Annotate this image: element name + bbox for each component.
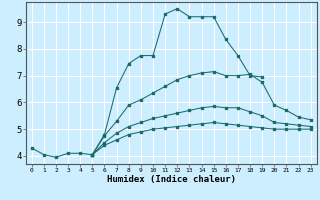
X-axis label: Humidex (Indice chaleur): Humidex (Indice chaleur) — [107, 175, 236, 184]
